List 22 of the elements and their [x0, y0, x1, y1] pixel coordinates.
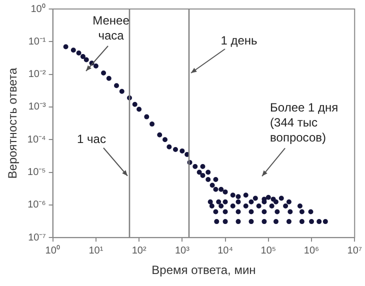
y-tick-label: 10⁻⁴	[27, 134, 46, 146]
x-tick-label: 10⁰	[45, 244, 60, 256]
x-tick-label: 10⁶	[304, 245, 320, 256]
x-tick-label: 10⁴	[218, 245, 233, 256]
y-tick-label: 10⁻³	[28, 102, 46, 113]
y-axis-title: Вероятность ответа	[6, 68, 20, 179]
ref-line-label: 1 день	[220, 33, 258, 48]
x-tick-label: 10¹	[88, 245, 104, 256]
y-tick-label: 10⁻¹	[28, 36, 46, 48]
y-tick-label: 10⁻⁵	[28, 167, 46, 178]
x-tick-label: 10⁷	[347, 245, 362, 256]
y-tick-label: 10⁰	[30, 2, 46, 15]
x-tick-label: 10³	[174, 245, 190, 256]
y-tick-label: 10⁻⁷	[28, 232, 46, 244]
ref-line-label: 1 час	[77, 132, 106, 146]
annotation: Менее часа	[92, 13, 130, 42]
y-tick-label: 10⁻²	[28, 69, 46, 80]
annotation: Более 1 дня (344 тыс вопросов)	[270, 100, 338, 144]
x-tick-label: 10⁵	[260, 245, 276, 256]
y-tick-label: 10⁻⁶	[28, 200, 46, 211]
x-tick-label: 10²	[132, 245, 147, 256]
x-axis-title: Время ответа, мин	[152, 263, 256, 278]
